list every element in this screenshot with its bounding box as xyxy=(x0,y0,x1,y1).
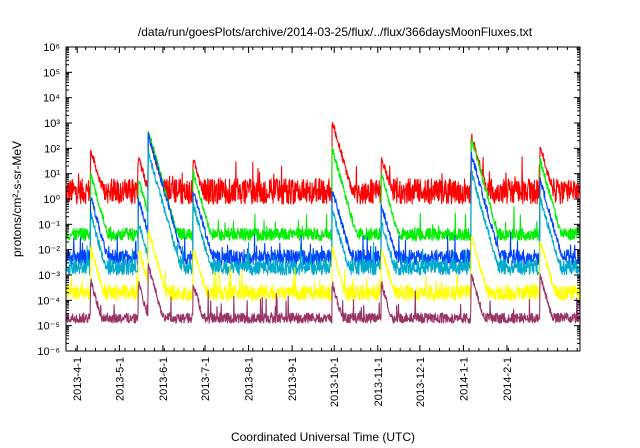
y-tick-label: 10⁻³ xyxy=(38,270,60,282)
y-tick-label: 10⁻¹ xyxy=(38,219,60,231)
y-axis: 10⁻⁶ 10⁻⁵ 10⁻⁴ 10⁻³ 10⁻² 10⁻¹ 10⁰ 10¹ 10² 10³ 10⁴ 1… xyxy=(37,42,580,358)
x-tick-label: 2013-6-1 xyxy=(158,357,170,401)
x-tick-label: 2013-5-1 xyxy=(114,357,126,401)
x-tick-label: 2013-11-1 xyxy=(373,357,385,406)
y-axis-title: protons/cm²-s-sr-MeV xyxy=(10,141,24,257)
y-tick-label: 10⁻² xyxy=(38,245,60,257)
series-line xyxy=(65,263,581,324)
x-tick-label: 2013-4-1 xyxy=(72,357,84,401)
y-tick-label: 10⁴ xyxy=(43,93,60,105)
y-tick-label: 10⁶ xyxy=(43,42,60,54)
y-tick-label: 10³ xyxy=(44,118,60,130)
y-tick-label: 10⁻⁴ xyxy=(37,295,60,307)
y-tick-label: 10⁻⁶ xyxy=(37,346,60,358)
series-line xyxy=(65,132,581,266)
y-tick-label: 10⁵ xyxy=(43,67,60,79)
y-tick-label: 10⁻⁵ xyxy=(37,321,60,333)
series-line xyxy=(65,149,581,276)
x-tick-label: 2013-9-1 xyxy=(287,357,299,401)
series-layer xyxy=(65,122,581,324)
y-tick-label: 10² xyxy=(44,143,60,155)
y-tick-label: 10⁰ xyxy=(43,194,60,206)
y-tick-label: 10¹ xyxy=(44,169,60,181)
x-axis-title: Coordinated Universal Time (UTC) xyxy=(231,430,415,444)
series-line xyxy=(65,230,581,301)
x-tick-label: 2013-12-1 xyxy=(415,357,427,407)
x-tick-label: 2013-10-1 xyxy=(329,357,341,407)
x-tick-label: 2013-8-1 xyxy=(244,357,256,401)
x-axis: 2013-4-1 2013-5-1 2013-6-1 2013-7-1 2013-8-1… xyxy=(65,47,578,407)
x-tick-label: 2014-1-1 xyxy=(458,357,470,401)
chart-title: /data/run/goesPlots/archive/2014-03-25/f… xyxy=(138,25,533,39)
x-tick-label: 2013-7-1 xyxy=(200,357,212,401)
x-tick-label: 2014-2-1 xyxy=(502,357,514,401)
